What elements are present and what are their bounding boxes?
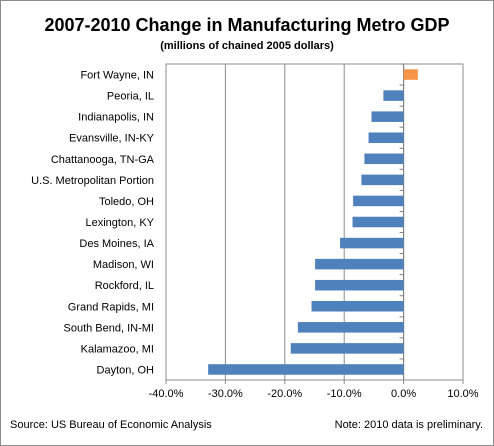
x-tick-label: -20.0% [267, 388, 302, 400]
chart-title: 2007-2010 Change in Manufacturing Metro … [44, 15, 450, 35]
bar [315, 279, 404, 291]
bar [383, 90, 404, 101]
category-label: Evansville, IN-KY [69, 133, 155, 145]
bar [297, 322, 404, 333]
x-tick-label: -40.0% [149, 388, 184, 400]
x-tick-label: -10.0% [327, 388, 362, 400]
bar [403, 69, 418, 80]
bar [364, 153, 404, 165]
category-label: U.S. Metropolitan Portion [31, 175, 154, 187]
bar [368, 132, 404, 143]
chart-subtitle: (millions of chained 2005 dollars) [160, 40, 334, 52]
bar [340, 237, 404, 249]
category-label: Madison, WI [93, 259, 154, 271]
category-label: South Bend, IN-MI [64, 322, 155, 334]
bar [208, 364, 404, 375]
x-tick-label: 10.0% [447, 388, 478, 400]
bar [361, 174, 404, 186]
category-label: Peoria, IL [107, 91, 154, 103]
bar [290, 343, 404, 354]
category-label: Toledo, OH [99, 196, 154, 208]
category-label: Lexington, KY [86, 217, 155, 229]
category-label: Fort Wayne, IN [80, 70, 154, 82]
x-tick-label: -30.0% [208, 388, 243, 400]
category-label: Dayton, OH [97, 364, 155, 376]
x-tick-label: 0.0% [391, 388, 416, 400]
bar [353, 195, 404, 207]
source-note: Source: US Bureau of Economic Analysis [10, 419, 212, 431]
preliminary-note: Note: 2010 data is preliminary. [334, 419, 483, 431]
category-label: Kalamazoo, MI [81, 343, 154, 355]
category-label: Rockford, IL [95, 280, 154, 292]
bar [352, 216, 404, 228]
category-label: Chattanooga, TN-GA [51, 154, 155, 166]
bar [371, 111, 404, 122]
category-label: Indianapolis, IN [78, 112, 154, 124]
category-label: Grand Rapids, MI [68, 301, 154, 313]
category-label: Des Moines, IA [79, 238, 154, 250]
bar [311, 301, 404, 312]
bar [315, 258, 404, 270]
